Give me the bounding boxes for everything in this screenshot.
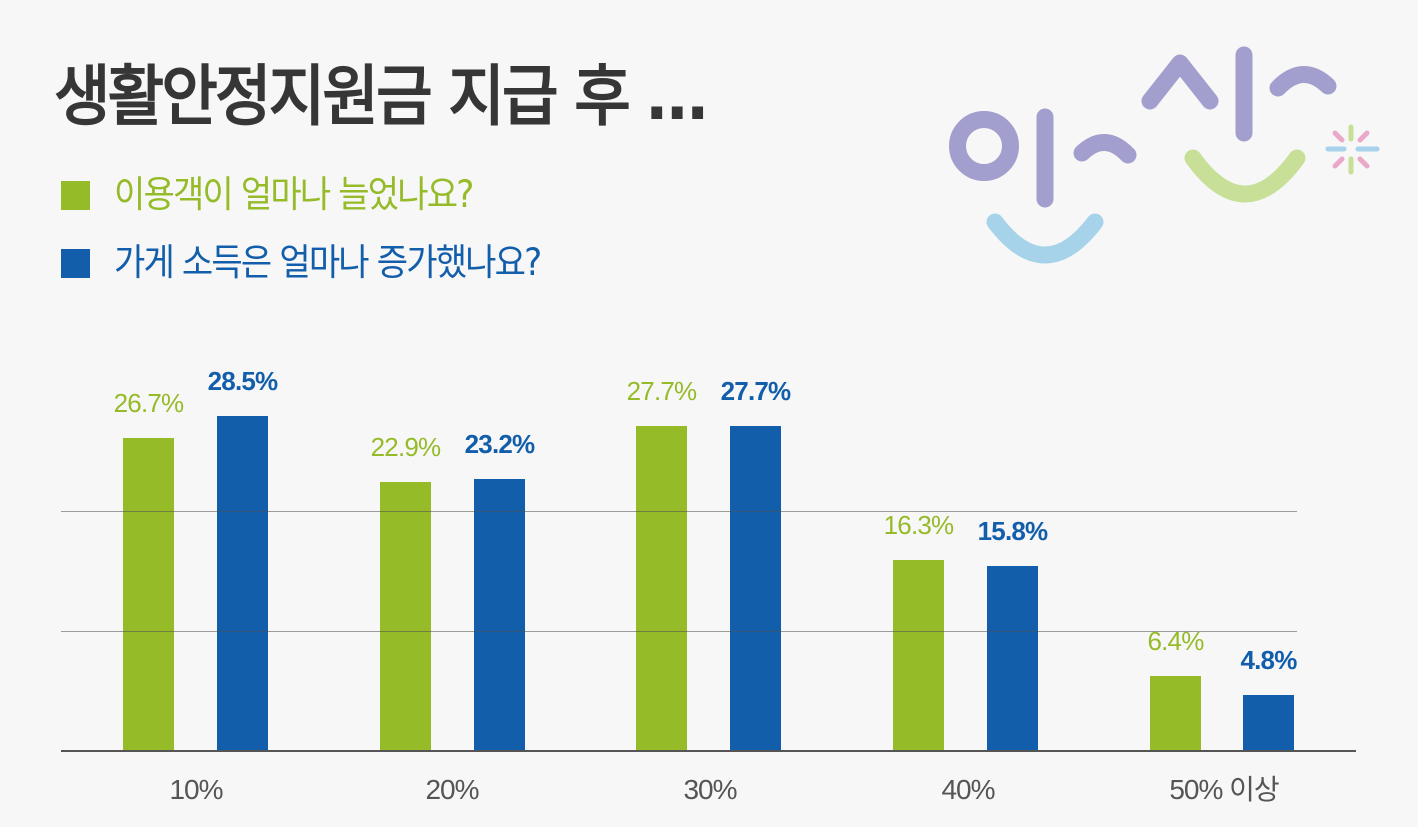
value-label-income-50plus: 4.8% [1240, 644, 1297, 675]
legend-swatch-green [61, 180, 90, 210]
value-label-customers-10: 26.7% [113, 387, 185, 418]
value-label-income-30: 27.7% [720, 375, 792, 406]
x-tick-label: 50% 이상 [1169, 774, 1279, 805]
ansan-logo-icon [949, 46, 1380, 264]
value-label-customers-20: 22.9% [370, 432, 442, 463]
bar-income-10 [217, 416, 268, 751]
value-label-customers-50plus: 6.4% [1147, 625, 1204, 656]
value-label-income-10: 28.5% [207, 366, 279, 397]
bar-income-50plus [1243, 694, 1294, 751]
logo-smile-green-icon [1184, 149, 1306, 203]
logo-tilde2-icon [1269, 66, 1337, 97]
x-tick-label: 10% [169, 774, 223, 805]
bar-customers-20 [380, 482, 431, 751]
legend-item-customers: 이용객이 얼마나 늘었나요? [61, 173, 504, 217]
legend-label-income: 가게 소득은 얼마나 증가했나요? [114, 241, 542, 284]
x-tick-label: 20% [425, 774, 479, 805]
logo-caret-icon [1141, 54, 1219, 110]
bar-income-20 [474, 478, 525, 751]
value-label-income-40: 15.8% [977, 515, 1049, 546]
logo-sparkle-icon [1325, 124, 1380, 175]
logo-smile-blue-icon [986, 213, 1104, 264]
x-tick-label: 40% [941, 774, 995, 805]
legend-swatch-blue [61, 248, 90, 278]
bar-customers-10 [123, 437, 174, 751]
bar-income-30 [730, 425, 781, 751]
gridline [61, 631, 1297, 632]
x-tick-label: 30% [683, 774, 737, 805]
bar-customers-40 [893, 559, 944, 751]
page-title: 생활안정지원금 지급 후 … [54, 58, 708, 135]
bar-customers-30 [636, 425, 687, 751]
bar-customers-50plus [1150, 675, 1201, 751]
value-label-customers-40: 16.3% [883, 509, 955, 540]
value-label-customers-30: 27.7% [626, 375, 698, 406]
x-axis [61, 750, 1356, 752]
legend-item-income: 가게 소득은 얼마나 증가했나요? [61, 241, 577, 285]
bar-income-40 [987, 565, 1038, 751]
value-label-income-20: 23.2% [464, 428, 536, 459]
logo-circle-icon [949, 111, 1019, 181]
legend-label-customers: 이용객이 얼마나 늘었나요? [114, 173, 474, 216]
logo-tilde-icon [1073, 134, 1137, 164]
gridline [61, 511, 1297, 512]
